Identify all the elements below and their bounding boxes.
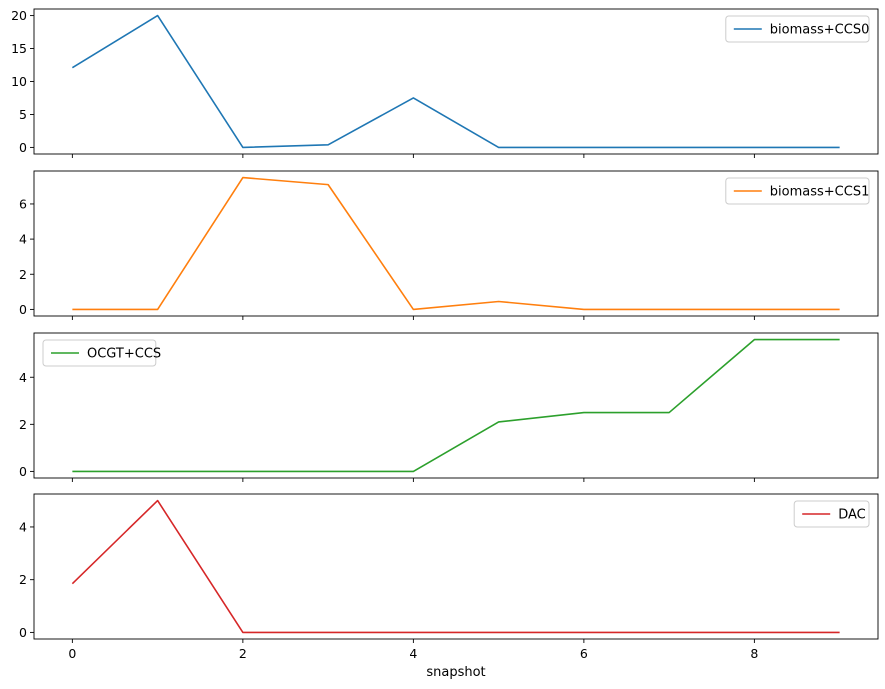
- y-tick-label: 2: [19, 572, 27, 587]
- legend: DAC: [793, 500, 870, 528]
- x-tick-label: 0: [68, 646, 76, 661]
- legend-label: biomass+CCS1: [770, 185, 870, 200]
- y-tick-label: 10: [11, 74, 27, 89]
- y-tick-label: 20: [11, 8, 27, 23]
- legend-box: [725, 15, 870, 43]
- y-tick-label: 4: [19, 519, 27, 534]
- legend-box: [725, 177, 870, 205]
- subplot-1: 0 5 10 15 20 biomass+CCS0: [11, 8, 879, 158]
- y-tick-label: 4: [19, 232, 27, 247]
- y-tick-label: 5: [19, 107, 27, 122]
- y-tick-label: 4: [19, 370, 27, 385]
- legend-label: OCGT+CCS: [87, 347, 161, 362]
- y-tick-label: 0: [19, 464, 27, 479]
- series-line: [71, 499, 840, 634]
- x-axis-label: snapshot: [426, 665, 485, 680]
- legend-box: [793, 500, 870, 528]
- axes-frame: [33, 332, 879, 479]
- x-tick-label: 2: [239, 646, 247, 661]
- axes-frame: [33, 8, 879, 155]
- subplot-3: 0 2 4 OCGT+CCS: [19, 332, 879, 482]
- legend: biomass+CCS0: [725, 15, 870, 43]
- y-tick-label: 6: [19, 196, 27, 211]
- series-line: [72, 338, 840, 473]
- subplot-2: 0 2 4 6 biomass+CCS1: [19, 170, 879, 320]
- y-tick-label: 15: [11, 41, 27, 56]
- y-tick-label: 0: [19, 625, 27, 640]
- series-line: [72, 176, 840, 311]
- y-tick-label: 2: [19, 417, 27, 432]
- y-tick-label: 2: [19, 267, 27, 282]
- x-tick-label: 6: [580, 646, 588, 661]
- x-tick-label: 4: [409, 646, 417, 661]
- legend-label: DAC: [838, 508, 866, 523]
- y-tick-label: 0: [19, 140, 27, 155]
- x-tick-label: 8: [750, 646, 758, 661]
- y-tick-label: 0: [19, 302, 27, 317]
- axes-frame: [33, 493, 879, 640]
- axes-frame: [33, 170, 879, 317]
- series-line: [71, 14, 840, 149]
- legend-label: biomass+CCS0: [770, 23, 870, 38]
- legend: biomass+CCS1: [725, 177, 870, 205]
- legend-box: [42, 339, 157, 367]
- legend: OCGT+CCS: [42, 339, 161, 367]
- subplot-4: 0 2 4 0 2 4 6 8 DAC: [19, 493, 879, 661]
